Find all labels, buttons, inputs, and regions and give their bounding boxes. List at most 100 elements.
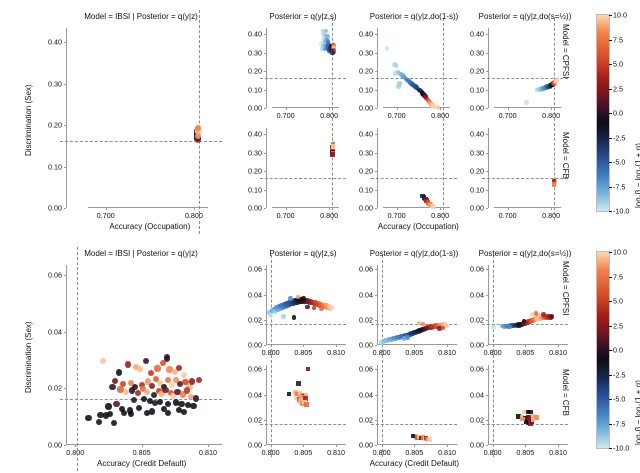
data-point bbox=[528, 414, 533, 420]
y-tick-label: 0.20 bbox=[359, 66, 373, 76]
data-point bbox=[115, 369, 123, 376]
data-point bbox=[190, 402, 197, 409]
y-tick-label: 0.00 bbox=[359, 440, 373, 450]
vertical-reference-line bbox=[76, 247, 78, 471]
data-point bbox=[178, 401, 185, 408]
x-axis-spine bbox=[493, 207, 562, 208]
y-tick-mark bbox=[486, 419, 488, 421]
data-point bbox=[549, 314, 555, 320]
y-tick-label: 0.06 bbox=[359, 264, 373, 274]
x-tick-mark bbox=[208, 445, 210, 447]
data-point bbox=[189, 378, 196, 385]
colorbar-tick-label: 0.0 bbox=[613, 345, 623, 355]
x-tick-mark bbox=[414, 445, 416, 447]
panel-occupation-cpfsi-qyzs: 0.00 0.10 0.20 0.30 0.40 0.700 0.800 Posterior … bbox=[248, 12, 346, 120]
y-axis-spine bbox=[488, 28, 489, 108]
colorbar-tick-label: -10.0 bbox=[613, 206, 630, 216]
panel-credit-cpfsi-dohalf: 0.00 0.02 0.04 0.06 0.800 0.805 0.810 Posterior… bbox=[470, 249, 571, 357]
data-point bbox=[311, 305, 317, 311]
horizontal-reference-line bbox=[260, 178, 346, 180]
data-point bbox=[393, 71, 398, 77]
y-axis-spine bbox=[377, 128, 378, 208]
colorbar-tick-mark bbox=[609, 301, 612, 302]
data-point bbox=[295, 391, 300, 397]
colorbar-tick-mark bbox=[609, 252, 612, 253]
panel-title: Model = IBSI | Posterior = q(y|z) bbox=[84, 249, 198, 258]
data-point bbox=[122, 388, 129, 395]
y-tick-label: 0.04 bbox=[470, 390, 484, 400]
panel-occupation-cpfsi-do1s: 0.00 0.10 0.20 0.30 0.40 0.700 0.800 Posterior … bbox=[359, 12, 458, 120]
x-tick-label: 0.800 bbox=[431, 111, 450, 120]
y-tick-mark bbox=[64, 125, 66, 127]
y-axis-label: Discrimination (Sex) bbox=[24, 84, 33, 156]
vertical-reference-line bbox=[553, 118, 555, 220]
data-point bbox=[490, 325, 496, 330]
data-point bbox=[105, 403, 112, 410]
data-point bbox=[154, 365, 161, 372]
data-point bbox=[138, 381, 145, 388]
horizontal-reference-line bbox=[371, 78, 457, 80]
y-axis-spine bbox=[66, 265, 67, 445]
data-point bbox=[322, 32, 328, 38]
x-tick-label: 0.700 bbox=[498, 211, 517, 220]
x-tick-mark bbox=[507, 108, 509, 110]
data-point bbox=[393, 63, 399, 68]
y-tick-mark bbox=[264, 152, 266, 154]
y-tick-mark bbox=[375, 108, 377, 109]
y-tick-label: 0.06 bbox=[470, 364, 484, 374]
y-tick-mark bbox=[375, 71, 377, 73]
y-tick-label: 0.40 bbox=[359, 129, 373, 139]
x-tick-mark bbox=[440, 108, 442, 110]
data-point bbox=[139, 385, 147, 392]
data-point bbox=[436, 326, 442, 331]
y-tick-mark bbox=[64, 445, 66, 446]
horizontal-reference-line bbox=[260, 424, 346, 426]
y-tick-mark bbox=[64, 42, 66, 44]
y-tick-mark bbox=[375, 34, 377, 36]
data-point bbox=[145, 378, 152, 385]
data-point bbox=[131, 383, 139, 390]
data-point bbox=[410, 433, 416, 439]
x-tick-mark bbox=[336, 345, 338, 347]
data-point bbox=[431, 104, 436, 109]
data-point bbox=[533, 311, 539, 317]
colorbar-bottom: 10.0 7.5 5.0 2.5 0.0 -2.5 -5.0 -7.5 -10.0 bbox=[596, 248, 629, 453]
y-tick-mark bbox=[375, 171, 377, 173]
x-tick-label: 0.800 bbox=[483, 448, 502, 457]
y-tick-mark bbox=[264, 89, 266, 91]
y-tick-mark bbox=[264, 108, 266, 109]
x-axis-label: Accuracy (Credit Default) bbox=[96, 459, 187, 468]
colorbar-tick-label: 7.5 bbox=[613, 272, 623, 281]
horizontal-reference-line bbox=[482, 178, 568, 180]
x-axis-spine bbox=[87, 207, 208, 208]
y-tick-label: 0.04 bbox=[248, 390, 262, 400]
colorbar-tick-mark bbox=[609, 137, 612, 139]
data-point bbox=[106, 410, 113, 417]
data-point bbox=[169, 381, 176, 388]
data-point bbox=[266, 310, 272, 315]
x-tick-mark bbox=[447, 445, 449, 447]
y-tick-mark bbox=[264, 419, 266, 421]
colorbar-tick-mark bbox=[609, 276, 612, 278]
data-point bbox=[109, 384, 116, 391]
y-tick-label: 0.06 bbox=[248, 364, 262, 374]
vertical-reference-line bbox=[382, 355, 384, 457]
x-tick-label: 0.805 bbox=[294, 448, 313, 457]
data-point bbox=[161, 406, 168, 413]
data-point bbox=[96, 418, 103, 425]
x-axis-spine bbox=[377, 344, 458, 345]
data-point bbox=[194, 125, 201, 132]
x-tick-mark bbox=[105, 208, 107, 210]
y-tick-mark bbox=[486, 394, 488, 396]
x-axis-spine bbox=[493, 107, 562, 108]
horizontal-reference-line bbox=[371, 424, 457, 426]
data-point bbox=[141, 395, 148, 403]
y-tick-mark bbox=[375, 394, 377, 396]
data-point bbox=[431, 204, 436, 210]
x-tick-label: 0.800 bbox=[431, 211, 450, 220]
data-point bbox=[384, 46, 390, 52]
data-point bbox=[183, 387, 190, 394]
x-tick-label: 0.700 bbox=[498, 111, 517, 120]
colorbar-tick-label: 0.0 bbox=[613, 108, 623, 118]
colorbar-tick-mark bbox=[609, 39, 612, 41]
